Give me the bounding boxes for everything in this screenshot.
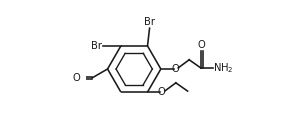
Text: O: O xyxy=(158,87,166,97)
Text: NH$_2$: NH$_2$ xyxy=(213,61,234,75)
Text: O: O xyxy=(171,64,179,74)
Text: Br: Br xyxy=(91,41,103,51)
Text: O: O xyxy=(72,73,80,83)
Text: Br: Br xyxy=(144,17,155,27)
Text: O: O xyxy=(198,40,206,50)
